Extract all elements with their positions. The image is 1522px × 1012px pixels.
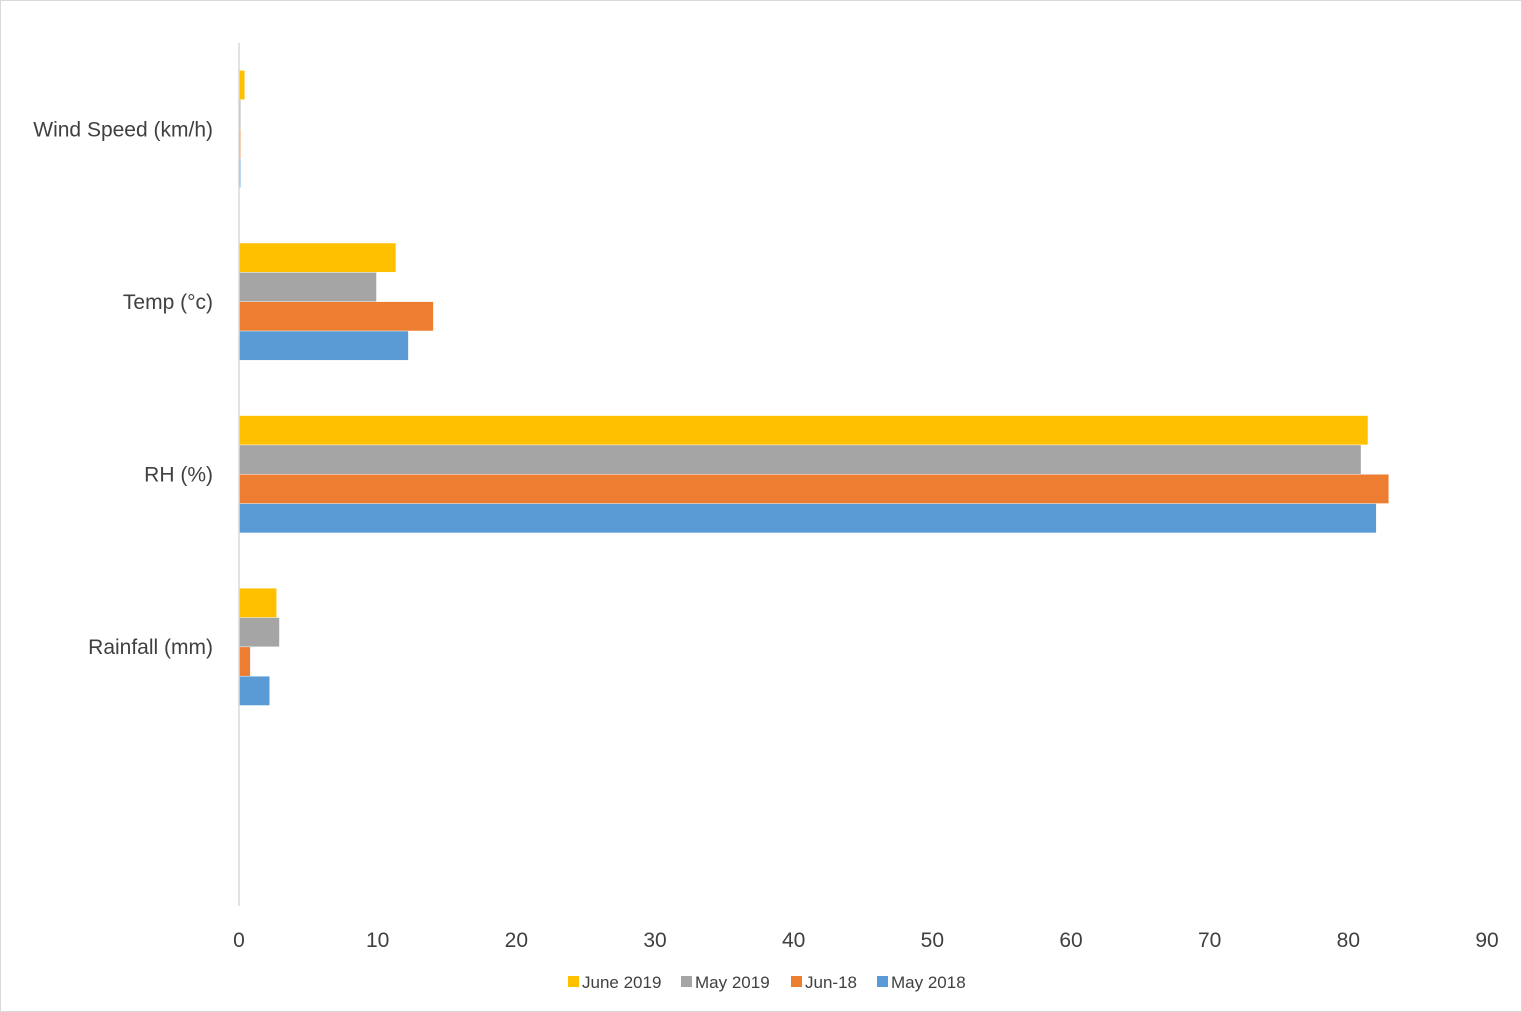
x-tick-label: 0	[233, 929, 245, 952]
x-tick-label: 60	[1059, 929, 1082, 952]
category-label: Temp (°c)	[123, 291, 213, 314]
x-tick-label: 30	[643, 929, 666, 952]
bar	[239, 676, 270, 706]
bars-layer	[239, 70, 1389, 706]
x-axis-tick-labels: 0 10 20 30 40 50 60 70 80 90	[233, 929, 1499, 952]
legend-label: Jun-18	[805, 973, 857, 992]
legend-swatch	[681, 976, 692, 987]
x-tick-label: 20	[505, 929, 528, 952]
bar	[239, 331, 409, 361]
bar	[239, 588, 277, 618]
legend-swatch	[791, 976, 802, 987]
legend-swatch	[568, 976, 579, 987]
category-label: Rainfall (mm)	[88, 636, 213, 659]
bar	[239, 617, 280, 647]
legend-swatch	[877, 976, 888, 987]
bar	[239, 415, 1368, 445]
category-label: RH (%)	[144, 464, 213, 487]
bar	[239, 445, 1361, 474]
x-tick-label: 10	[366, 929, 389, 952]
x-tick-label: 90	[1475, 929, 1498, 952]
legend-label: May 2019	[695, 973, 770, 992]
x-tick-label: 50	[921, 929, 944, 952]
bar	[239, 243, 396, 273]
bar	[239, 647, 251, 676]
x-tick-label: 70	[1198, 929, 1221, 952]
bar	[239, 272, 377, 302]
bar	[239, 474, 1389, 504]
legend: June 2019 May 2019 Jun-18 May 2018	[568, 973, 966, 992]
bar	[239, 70, 245, 100]
legend-label: June 2019	[582, 973, 661, 992]
category-label: Wind Speed (km/h)	[33, 118, 213, 141]
legend-label: May 2018	[891, 973, 966, 992]
x-tick-label: 40	[782, 929, 805, 952]
category-labels: Rainfall (mm) RH (%) Temp (°c) Wind Speed (…	[33, 118, 213, 659]
x-tick-label: 80	[1337, 929, 1360, 952]
bar	[239, 301, 434, 331]
bar	[239, 503, 1377, 533]
